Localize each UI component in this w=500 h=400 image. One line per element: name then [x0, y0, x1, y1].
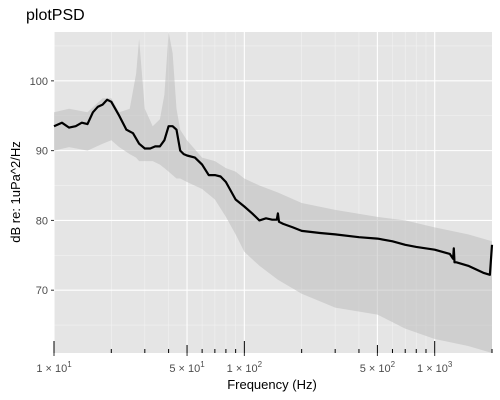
y-tick-label: 90	[36, 146, 48, 158]
median-psd-line	[53, 98, 494, 276]
x-axis-title: Frequency (Hz)	[227, 377, 317, 392]
chart-title: plotPSD	[26, 7, 85, 24]
x-tick-label: 1 × 101	[36, 360, 72, 375]
y-axis: 70 80 90 100	[30, 76, 54, 297]
y-axis-title: dB re: 1uPa^2/Hz	[8, 141, 23, 243]
x-tick-label: 1 × 102	[227, 360, 263, 375]
y-tick-label: 100	[30, 76, 48, 88]
x-tick-label: 5 × 102	[360, 360, 396, 375]
x-axis: 1 × 101 5 × 101 1 × 102 5 × 102 1 × 103	[36, 353, 453, 375]
median-line-layer	[53, 98, 494, 276]
x-tick-label: 5 × 101	[169, 360, 205, 375]
range-band-area	[54, 32, 492, 353]
y-tick-label: 80	[36, 215, 48, 227]
x-tick-label: 1 × 103	[417, 360, 453, 375]
range-band-layer	[54, 32, 492, 353]
y-tick-label: 70	[36, 285, 48, 297]
x-rug-ticks	[53, 341, 493, 353]
